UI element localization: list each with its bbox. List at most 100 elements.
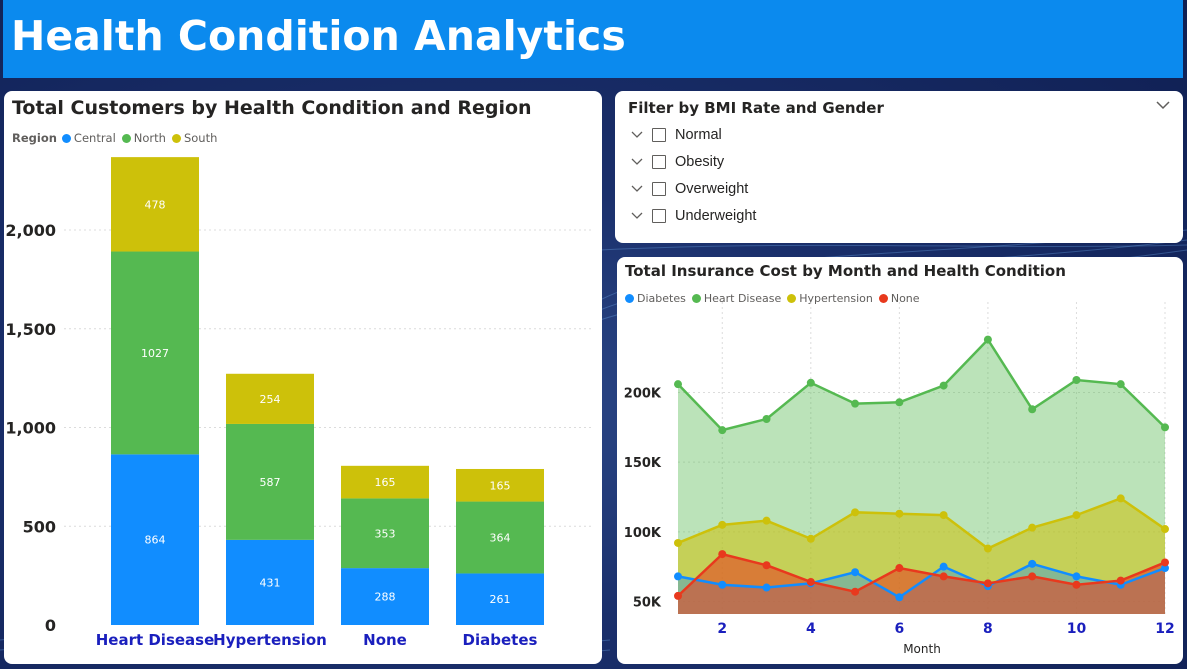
legend-dot-south xyxy=(171,133,181,143)
data-point-heart-disease[interactable] xyxy=(806,378,815,387)
data-point-none[interactable] xyxy=(718,550,727,559)
filter-label-obesity: Obesity xyxy=(675,153,725,170)
data-point-heart-disease[interactable] xyxy=(1072,376,1081,384)
area-y-tick-label: 200K xyxy=(624,387,662,402)
bar-category-label: Heart Disease xyxy=(96,631,215,649)
legend-item-diabetes[interactable]: Diabetes xyxy=(625,292,686,305)
bar-segment-north[interactable] xyxy=(111,251,199,455)
data-point-hypertension[interactable] xyxy=(718,520,727,529)
bar-segment-south[interactable] xyxy=(226,373,314,424)
data-point-none[interactable] xyxy=(1116,576,1125,585)
data-point-none[interactable] xyxy=(939,572,948,581)
data-point-none[interactable] xyxy=(1161,558,1169,567)
bar-segment-north[interactable] xyxy=(456,501,544,574)
data-point-none[interactable] xyxy=(895,564,904,573)
legend-item-heart-disease[interactable]: Heart Disease xyxy=(691,292,781,305)
legend-label-north: North xyxy=(133,131,166,145)
data-point-hypertension[interactable] xyxy=(939,511,948,520)
data-point-heart-disease[interactable] xyxy=(762,415,771,423)
data-point-diabetes[interactable] xyxy=(1028,559,1037,568)
data-point-diabetes[interactable] xyxy=(1072,572,1081,581)
data-point-none[interactable] xyxy=(762,561,771,570)
data-point-heart-disease[interactable] xyxy=(1161,423,1169,432)
data-point-heart-disease[interactable] xyxy=(674,380,682,389)
data-point-diabetes[interactable] xyxy=(895,593,904,602)
bar-segment-south[interactable] xyxy=(111,157,199,252)
bar-segment-south[interactable] xyxy=(456,468,544,502)
bar-segment-north[interactable] xyxy=(341,498,429,569)
bar-segment-central[interactable] xyxy=(341,568,429,625)
data-point-heart-disease[interactable] xyxy=(851,399,860,408)
data-point-diabetes[interactable] xyxy=(718,580,727,589)
data-point-heart-disease[interactable] xyxy=(1116,380,1125,389)
legend-item-central[interactable]: Central xyxy=(61,131,116,145)
bmi-gender-filter[interactable]: Filter by BMI Rate and Gender Normal Obe… xyxy=(615,91,1183,243)
data-point-diabetes[interactable] xyxy=(939,562,948,571)
data-point-hypertension[interactable] xyxy=(762,516,771,525)
data-point-hypertension[interactable] xyxy=(983,544,992,553)
page-title: Health Condition Analytics xyxy=(11,12,626,60)
data-point-heart-disease[interactable] xyxy=(939,381,948,390)
series-line-none[interactable] xyxy=(677,552,1166,597)
filter-item-underweight[interactable]: Underweight xyxy=(630,202,756,229)
data-point-hypertension[interactable] xyxy=(806,534,815,543)
data-point-none[interactable] xyxy=(674,591,682,600)
legend-item-hypertension[interactable]: Hypertension xyxy=(787,292,873,305)
expand-chevron-icon[interactable] xyxy=(630,211,644,221)
data-point-hypertension[interactable] xyxy=(1161,525,1169,534)
chevron-down-icon[interactable] xyxy=(1155,99,1171,111)
bar-data-label: 587 xyxy=(260,476,281,489)
data-point-diabetes[interactable] xyxy=(674,572,682,581)
data-point-none[interactable] xyxy=(806,577,815,586)
bar-segment-central[interactable] xyxy=(226,539,314,625)
data-point-none[interactable] xyxy=(851,587,860,596)
filter-checkbox-underweight[interactable] xyxy=(652,208,666,223)
bar-y-tick-label: 2,000 xyxy=(5,221,56,240)
insurance-cost-chart-card[interactable]: Total Insurance Cost by Month and Health… xyxy=(617,257,1183,664)
bar-chart-plot[interactable]: 0 500 1,000 1,500 2,000 864 1027 478 Heart Disea… xyxy=(4,91,602,664)
legend-item-north[interactable]: North xyxy=(121,131,166,145)
data-point-none[interactable] xyxy=(1028,572,1037,581)
series-line-heart-disease[interactable] xyxy=(677,337,1166,432)
filter-checkbox-normal[interactable] xyxy=(652,127,666,142)
data-point-hypertension[interactable] xyxy=(895,509,904,518)
bar-data-label: 254 xyxy=(260,393,281,406)
bar-segment-central[interactable] xyxy=(456,573,544,625)
data-point-heart-disease[interactable] xyxy=(1028,405,1037,414)
bar-segment-south[interactable] xyxy=(341,465,429,499)
data-point-diabetes[interactable] xyxy=(1161,564,1169,573)
bar-segment-central[interactable] xyxy=(111,454,199,625)
data-point-hypertension[interactable] xyxy=(1072,511,1081,520)
series-line-hypertension[interactable] xyxy=(677,496,1166,550)
filter-checkbox-overweight[interactable] xyxy=(652,181,666,196)
data-point-diabetes[interactable] xyxy=(851,568,860,577)
expand-chevron-icon[interactable] xyxy=(630,157,644,167)
series-line-diabetes[interactable] xyxy=(677,562,1166,599)
legend-item-none[interactable]: None xyxy=(878,292,920,305)
filter-checkbox-obesity[interactable] xyxy=(652,154,666,169)
data-point-none[interactable] xyxy=(983,579,992,588)
expand-chevron-icon[interactable] xyxy=(630,130,644,140)
data-point-hypertension[interactable] xyxy=(674,538,682,547)
legend-dot-hypertension xyxy=(787,294,797,303)
filter-item-obesity[interactable]: Obesity xyxy=(630,148,756,175)
data-point-heart-disease[interactable] xyxy=(895,398,904,407)
data-point-hypertension[interactable] xyxy=(851,508,860,517)
filter-item-overweight[interactable]: Overweight xyxy=(630,175,756,202)
expand-chevron-icon[interactable] xyxy=(630,184,644,194)
data-point-diabetes[interactable] xyxy=(762,583,771,592)
legend-item-south[interactable]: South xyxy=(171,131,217,145)
data-point-hypertension[interactable] xyxy=(1116,494,1125,503)
bar-y-tick-label: 500 xyxy=(23,517,56,536)
area-x-tick-label: 2 xyxy=(717,621,727,637)
data-point-heart-disease[interactable] xyxy=(718,426,727,435)
legend-label-central: Central xyxy=(73,131,116,145)
data-point-none[interactable] xyxy=(1072,580,1081,589)
data-point-hypertension[interactable] xyxy=(1028,523,1037,532)
bar-segment-north[interactable] xyxy=(226,423,314,540)
bar-data-label: 864 xyxy=(145,534,166,547)
area-chart-plot[interactable]: 50K 100K 150K 200K 2 4 6 8 10 12 Month xyxy=(617,257,1183,664)
customers-chart-card[interactable]: Total Customers by Health Condition and … xyxy=(4,91,602,664)
data-point-heart-disease[interactable] xyxy=(983,335,992,344)
filter-item-normal[interactable]: Normal xyxy=(630,121,756,148)
